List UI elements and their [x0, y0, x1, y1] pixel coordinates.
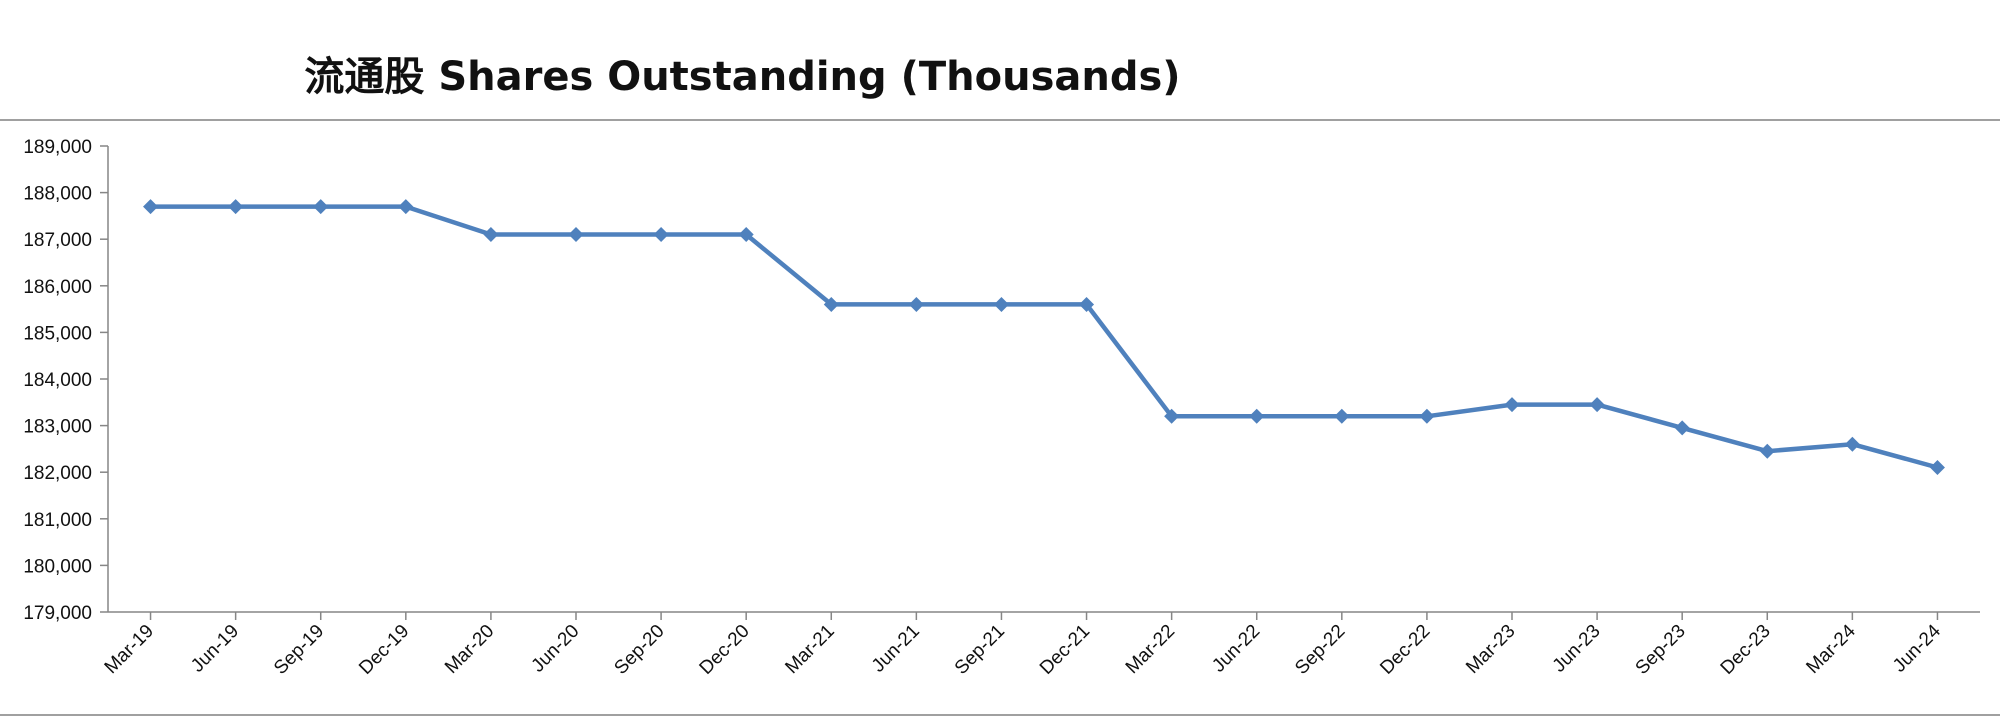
- data-point-marker: [1844, 436, 1860, 452]
- x-tick-label: Sep-19: [270, 621, 328, 679]
- x-tick-label: Dec-22: [1376, 621, 1434, 679]
- data-point-marker: [908, 296, 924, 312]
- data-point-marker: [398, 199, 414, 215]
- x-tick-label: Jun-21: [868, 621, 924, 677]
- x-tick-label: Dec-23: [1717, 621, 1775, 679]
- chart-title: 流通股 Shares Outstanding (Thousands): [304, 54, 1181, 100]
- x-tick-label: Mar-24: [1802, 620, 1860, 678]
- x-tick-label: Jun-20: [528, 621, 584, 677]
- x-tick-label: Jun-24: [1889, 620, 1945, 676]
- x-tick-label: Dec-20: [696, 621, 754, 679]
- y-axis: 179,000 180,000 181,000 182,000 183,000 184,0…: [23, 137, 109, 624]
- x-tick-label: Jun-23: [1549, 621, 1605, 677]
- y-tick-label: 185,000: [23, 323, 92, 344]
- y-tick-label: 188,000: [23, 184, 92, 205]
- series-line: [148, 204, 1940, 470]
- x-tick-label: Sep-23: [1632, 621, 1690, 679]
- x-tick-label: Jun-22: [1208, 621, 1264, 677]
- x-tick-label: Sep-21: [951, 621, 1009, 679]
- data-point-marker: [1079, 296, 1095, 312]
- data-point-marker: [1164, 408, 1180, 424]
- x-tick-label: Mar-19: [101, 621, 158, 678]
- x-tick-label: Mar-22: [1122, 621, 1179, 678]
- x-tick-label: Dec-19: [355, 621, 413, 679]
- data-point-marker: [1929, 460, 1945, 476]
- data-point-marker: [1249, 408, 1265, 424]
- x-tick-label: Mar-21: [781, 621, 838, 678]
- data-point-marker: [1419, 408, 1435, 424]
- data-point-marker: [1334, 408, 1350, 424]
- y-tick-label: 179,000: [23, 603, 92, 624]
- y-tick-label: 181,000: [23, 510, 92, 531]
- data-point-marker: [993, 296, 1009, 312]
- data-point-marker: [143, 199, 159, 215]
- x-tick-label: Mar-20: [441, 621, 498, 678]
- x-axis: Mar-19 Jun-19 Sep-19 Dec-19 Mar-20 Jun-20 Sep-…: [101, 611, 1980, 679]
- data-point-marker: [228, 199, 244, 215]
- data-point-marker: [653, 227, 669, 243]
- data-point-marker: [823, 296, 839, 312]
- data-point-marker: [1759, 443, 1775, 459]
- x-tick-label: Sep-20: [610, 621, 668, 679]
- x-tick-label: Dec-21: [1036, 621, 1094, 679]
- x-tick-label: Sep-22: [1291, 621, 1349, 679]
- series-group: [143, 199, 1945, 476]
- data-point-marker: [313, 199, 329, 215]
- data-point-marker: [483, 227, 499, 243]
- x-tick-label: Jun-19: [187, 621, 243, 677]
- data-point-marker: [1504, 397, 1520, 413]
- y-tick-label: 182,000: [23, 463, 92, 484]
- y-tick-label: 187,000: [23, 230, 92, 251]
- data-point-marker: [1674, 420, 1690, 436]
- data-point-marker: [568, 227, 584, 243]
- y-tick-label: 189,000: [23, 137, 92, 158]
- y-tick-label: 184,000: [23, 370, 92, 391]
- data-point-marker: [738, 227, 754, 243]
- y-tick-label: 186,000: [23, 277, 92, 298]
- y-tick-label: 180,000: [23, 556, 92, 577]
- y-tick-label: 183,000: [23, 417, 92, 438]
- x-tick-label: Mar-23: [1462, 621, 1519, 678]
- data-point-marker: [1589, 397, 1605, 413]
